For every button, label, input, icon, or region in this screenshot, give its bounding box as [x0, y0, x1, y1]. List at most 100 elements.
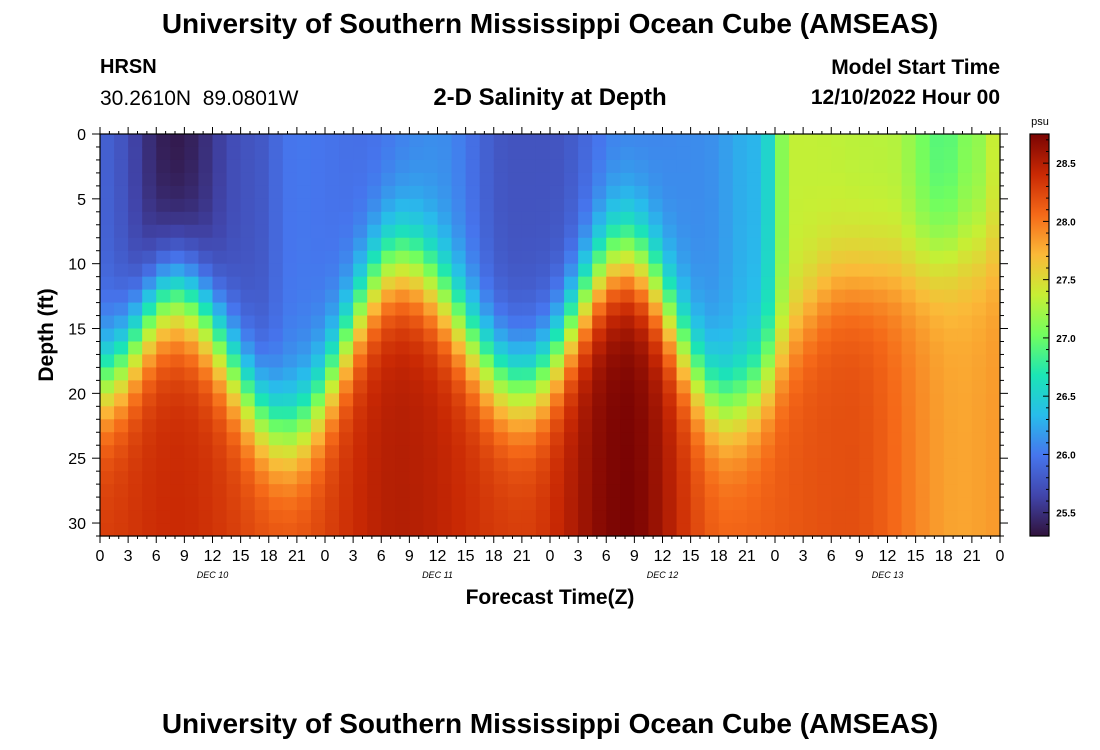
heatmap-cell: [704, 315, 720, 330]
x-axis: 0 3 6 9 12 15 18 21 0 3 6 9 12 15 18 21 0 3 6 9 12 15 18 21 0 3 6 9…: [96, 127, 1005, 580]
heatmap-cell: [493, 237, 509, 252]
heatmap-cell: [282, 367, 298, 381]
heatmap-cell: [704, 354, 720, 369]
heatmap-cell: [943, 419, 959, 433]
heatmap-cell: [451, 471, 467, 485]
heatmap-cell: [409, 315, 425, 330]
heatmap-cell: [887, 146, 903, 161]
heatmap-cell: [128, 211, 143, 226]
heatmap-cell: [873, 237, 889, 252]
x-tick-label: 12: [204, 548, 222, 565]
heatmap-cell: [423, 250, 439, 265]
heatmap-cell: [718, 134, 734, 148]
heatmap-cell: [395, 315, 410, 330]
heatmap-cell: [423, 445, 439, 459]
heatmap-cell: [339, 198, 354, 213]
heatmap-cell: [634, 458, 650, 472]
heatmap-cell: [128, 393, 143, 407]
heatmap-cell: [760, 211, 776, 226]
heatmap-cell: [296, 354, 312, 369]
heatmap-cell: [198, 146, 214, 161]
heatmap-cell: [156, 484, 171, 498]
heatmap-cell: [170, 211, 185, 226]
heatmap-cell: [648, 159, 664, 174]
heatmap-cell: [732, 341, 748, 356]
heatmap-cell: [971, 224, 987, 239]
heatmap-cell: [114, 484, 129, 498]
heatmap-cell: [620, 432, 635, 446]
heatmap-cell: [296, 328, 312, 343]
heatmap-cell: [831, 250, 846, 265]
heatmap-cell: [732, 250, 748, 265]
heatmap-cell: [240, 458, 256, 472]
heatmap-cell: [507, 367, 523, 381]
heatmap-cell: [845, 172, 860, 187]
heatmap-cell: [634, 510, 650, 524]
heatmap-cell: [381, 419, 396, 433]
heatmap-cell: [142, 237, 157, 252]
heatmap-cell: [662, 393, 678, 407]
heatmap-cell: [704, 224, 720, 239]
heatmap-cell: [564, 380, 579, 394]
heatmap-cell: [114, 458, 129, 472]
heatmap-cell: [803, 315, 818, 330]
heatmap-cell: [718, 159, 734, 174]
heatmap-cell: [648, 406, 664, 420]
y-tick-label: 20: [68, 386, 86, 403]
heatmap-cell: [915, 289, 931, 304]
heatmap-cell: [128, 134, 143, 148]
heatmap-cell: [184, 237, 200, 252]
heatmap-cell: [212, 159, 228, 174]
x-tick-label: 3: [574, 548, 583, 565]
heatmap-cell: [564, 263, 579, 278]
heatmap-cell: [873, 263, 889, 278]
heatmap-cell: [535, 263, 551, 278]
heatmap-cell: [142, 315, 157, 330]
heatmap-cell: [437, 328, 453, 343]
heatmap-cell: [718, 497, 734, 511]
heatmap-cell: [648, 354, 664, 369]
heatmap-cell: [676, 315, 692, 330]
heatmap-cell: [325, 380, 340, 394]
heatmap-cell: [381, 458, 396, 472]
heatmap-cell: [296, 211, 312, 226]
heatmap-cell: [648, 263, 664, 278]
heatmap-cell: [550, 341, 565, 356]
heatmap-cell: [296, 289, 312, 304]
heatmap-cell: [254, 445, 270, 459]
heatmap-cell: [901, 341, 917, 356]
heatmap-cell: [578, 263, 593, 278]
heatmap-cell: [831, 432, 846, 446]
heatmap-cell: [507, 393, 523, 407]
heatmap-cell: [859, 458, 875, 472]
heatmap-cell: [817, 523, 832, 537]
heatmap-cell: [648, 341, 664, 356]
heatmap-cell: [662, 523, 678, 537]
heatmap-cell: [606, 458, 621, 472]
heatmap-cell: [423, 224, 439, 239]
heatmap-cell: [507, 484, 523, 498]
heatmap-cell: [226, 471, 242, 485]
heatmap-cell: [775, 510, 790, 524]
heatmap-cell: [985, 367, 1001, 381]
heatmap-cell: [535, 445, 551, 459]
heatmap-cell: [690, 471, 706, 485]
heatmap-cell: [339, 445, 354, 459]
heatmap-cell: [887, 276, 903, 291]
heatmap-cell: [662, 354, 678, 369]
heatmap-cell: [718, 289, 734, 304]
heatmap-cell: [620, 276, 635, 291]
heatmap-cell: [564, 445, 579, 459]
heatmap-cell: [451, 159, 467, 174]
heatmap-cell: [901, 380, 917, 394]
heatmap-cell: [676, 445, 692, 459]
heatmap-cell: [578, 224, 593, 239]
heatmap-cell: [339, 146, 354, 161]
x-tick-label: 18: [935, 548, 953, 565]
heatmap-cell: [100, 432, 115, 446]
heatmap-cell: [128, 419, 143, 433]
heatmap-cell: [746, 406, 762, 420]
heatmap-cell: [479, 510, 495, 524]
heatmap-cell: [465, 263, 481, 278]
heatmap-cell: [859, 497, 875, 511]
